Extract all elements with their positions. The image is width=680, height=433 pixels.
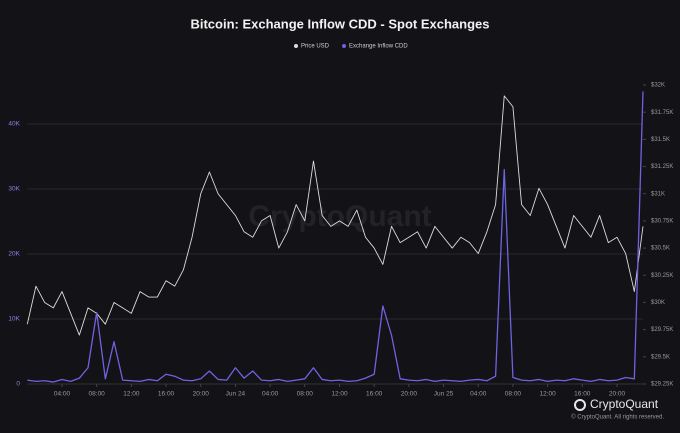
x-tick-label: 16:00	[574, 391, 591, 398]
x-tick-label: 16:00	[158, 391, 175, 398]
y2-tick-label: $32K	[651, 83, 665, 89]
series-line	[27, 91, 644, 383]
y2-tick-label: $31K	[651, 191, 665, 197]
x-tick-label: 04:00	[54, 391, 71, 398]
legend-label: Price USD	[301, 44, 330, 50]
y-tick-label: 10K	[8, 316, 20, 323]
y2-tick-label: $29.5K	[651, 354, 670, 360]
x-tick-label: 16:00	[366, 391, 383, 398]
x-tick-label: 20:00	[193, 391, 210, 398]
x-tick-label: 12:00	[123, 391, 140, 398]
chart-title: Bitcoin: Exchange Inflow CDD - Spot Exch…	[190, 16, 489, 31]
y-tick-label: 20K	[8, 251, 20, 258]
y2-tick-label: $30.5K	[651, 246, 670, 252]
logo-icon	[574, 399, 586, 411]
legend-swatch	[342, 44, 347, 48]
x-tick-label: 04:00	[470, 391, 487, 398]
x-tick-label: 08:00	[505, 391, 522, 398]
y2-tick-label: $30.25K	[651, 273, 673, 279]
x-tick-label: 12:00	[539, 391, 556, 398]
y-tick-label: 0	[16, 381, 20, 388]
copyright: © CryptoQuant. All rights reserved.	[571, 414, 664, 421]
y2-tick-label: $30.75K	[651, 218, 673, 224]
brand-name: CryptoQuant	[590, 397, 659, 411]
y2-tick-label: $29.25K	[651, 382, 673, 388]
x-tick-label: 20:00	[401, 391, 418, 398]
y2-tick-label: $31.5K	[651, 137, 670, 143]
x-tick-label: Jun 25	[434, 391, 454, 398]
series-line	[26, 95, 644, 336]
brand-logo: CryptoQuant © CryptoQuant. All rights re…	[571, 397, 664, 420]
x-tick-label: 12:00	[331, 391, 348, 398]
x-tick-label: 04:00	[262, 391, 279, 398]
y2-tick-label: $30K	[651, 300, 665, 306]
x-tick-label: 20:00	[609, 391, 626, 398]
y2-tick-label: $29.75K	[651, 327, 673, 333]
watermark: CryptoQuant	[248, 200, 431, 233]
y-tick-label: 30K	[8, 186, 20, 193]
x-tick-label: 08:00	[89, 391, 106, 398]
legend-label: Exchange Inflow CDD	[349, 44, 408, 50]
x-tick-label: 08:00	[297, 391, 314, 398]
x-tick-label: Jun 24	[226, 391, 246, 398]
y-tick-label: 40K	[8, 121, 20, 128]
legend-swatch	[294, 44, 298, 48]
y2-tick-label: $31.75K	[651, 110, 673, 116]
y2-tick-label: $31.25K	[651, 164, 673, 170]
